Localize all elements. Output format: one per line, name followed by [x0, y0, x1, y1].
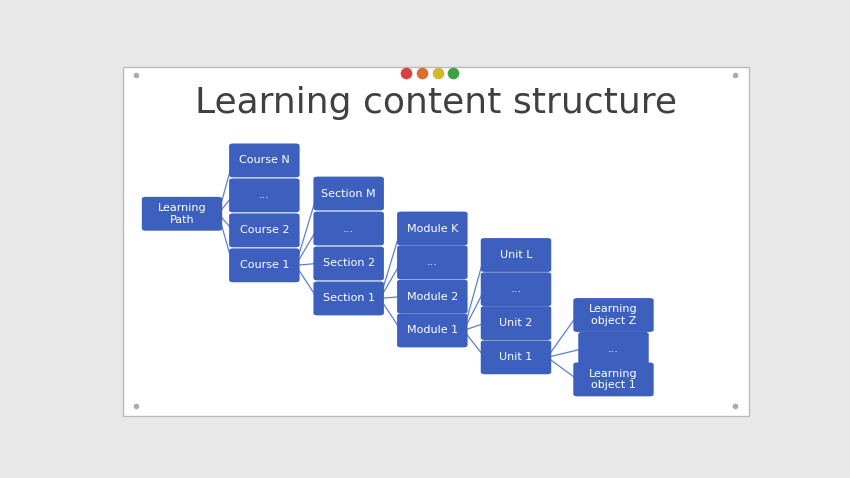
- Text: Learning
object Z: Learning object Z: [589, 304, 638, 326]
- FancyBboxPatch shape: [230, 178, 299, 212]
- Text: Learning
Path: Learning Path: [158, 203, 207, 225]
- FancyBboxPatch shape: [314, 247, 384, 281]
- FancyBboxPatch shape: [230, 213, 299, 247]
- Point: [415, 69, 428, 76]
- FancyBboxPatch shape: [481, 340, 552, 374]
- Text: Course 1: Course 1: [240, 261, 289, 271]
- FancyBboxPatch shape: [481, 238, 552, 272]
- FancyBboxPatch shape: [578, 332, 649, 366]
- Text: Unit 1: Unit 1: [499, 352, 533, 362]
- Point: [431, 69, 445, 76]
- Text: ...: ...: [427, 257, 438, 267]
- Text: ...: ...: [343, 224, 354, 234]
- FancyBboxPatch shape: [314, 212, 384, 245]
- FancyBboxPatch shape: [122, 66, 749, 416]
- FancyBboxPatch shape: [397, 280, 468, 314]
- Point: [400, 69, 413, 76]
- Text: Unit 2: Unit 2: [499, 318, 533, 328]
- FancyBboxPatch shape: [397, 314, 468, 348]
- Text: ...: ...: [608, 344, 619, 354]
- FancyBboxPatch shape: [142, 197, 222, 231]
- Text: Section 1: Section 1: [323, 293, 375, 304]
- FancyBboxPatch shape: [314, 176, 384, 210]
- Text: Section M: Section M: [321, 188, 376, 198]
- Text: Course 2: Course 2: [240, 225, 289, 235]
- Text: Module 1: Module 1: [407, 326, 458, 336]
- FancyBboxPatch shape: [230, 143, 299, 177]
- FancyBboxPatch shape: [481, 306, 552, 340]
- Text: Learning content structure: Learning content structure: [195, 87, 677, 120]
- Text: Section 2: Section 2: [323, 259, 375, 269]
- Text: Unit L: Unit L: [500, 250, 532, 260]
- Text: Module 2: Module 2: [406, 292, 458, 302]
- Text: ...: ...: [511, 284, 521, 294]
- Text: Course N: Course N: [239, 155, 290, 165]
- Text: Learning
object 1: Learning object 1: [589, 369, 638, 390]
- Point: [446, 69, 460, 76]
- Text: ...: ...: [259, 190, 269, 200]
- FancyBboxPatch shape: [481, 272, 552, 306]
- FancyBboxPatch shape: [573, 298, 654, 332]
- FancyBboxPatch shape: [397, 245, 468, 279]
- FancyBboxPatch shape: [573, 362, 654, 396]
- FancyBboxPatch shape: [314, 282, 384, 315]
- FancyBboxPatch shape: [397, 212, 468, 245]
- Text: Module K: Module K: [406, 224, 458, 234]
- FancyBboxPatch shape: [230, 249, 299, 282]
